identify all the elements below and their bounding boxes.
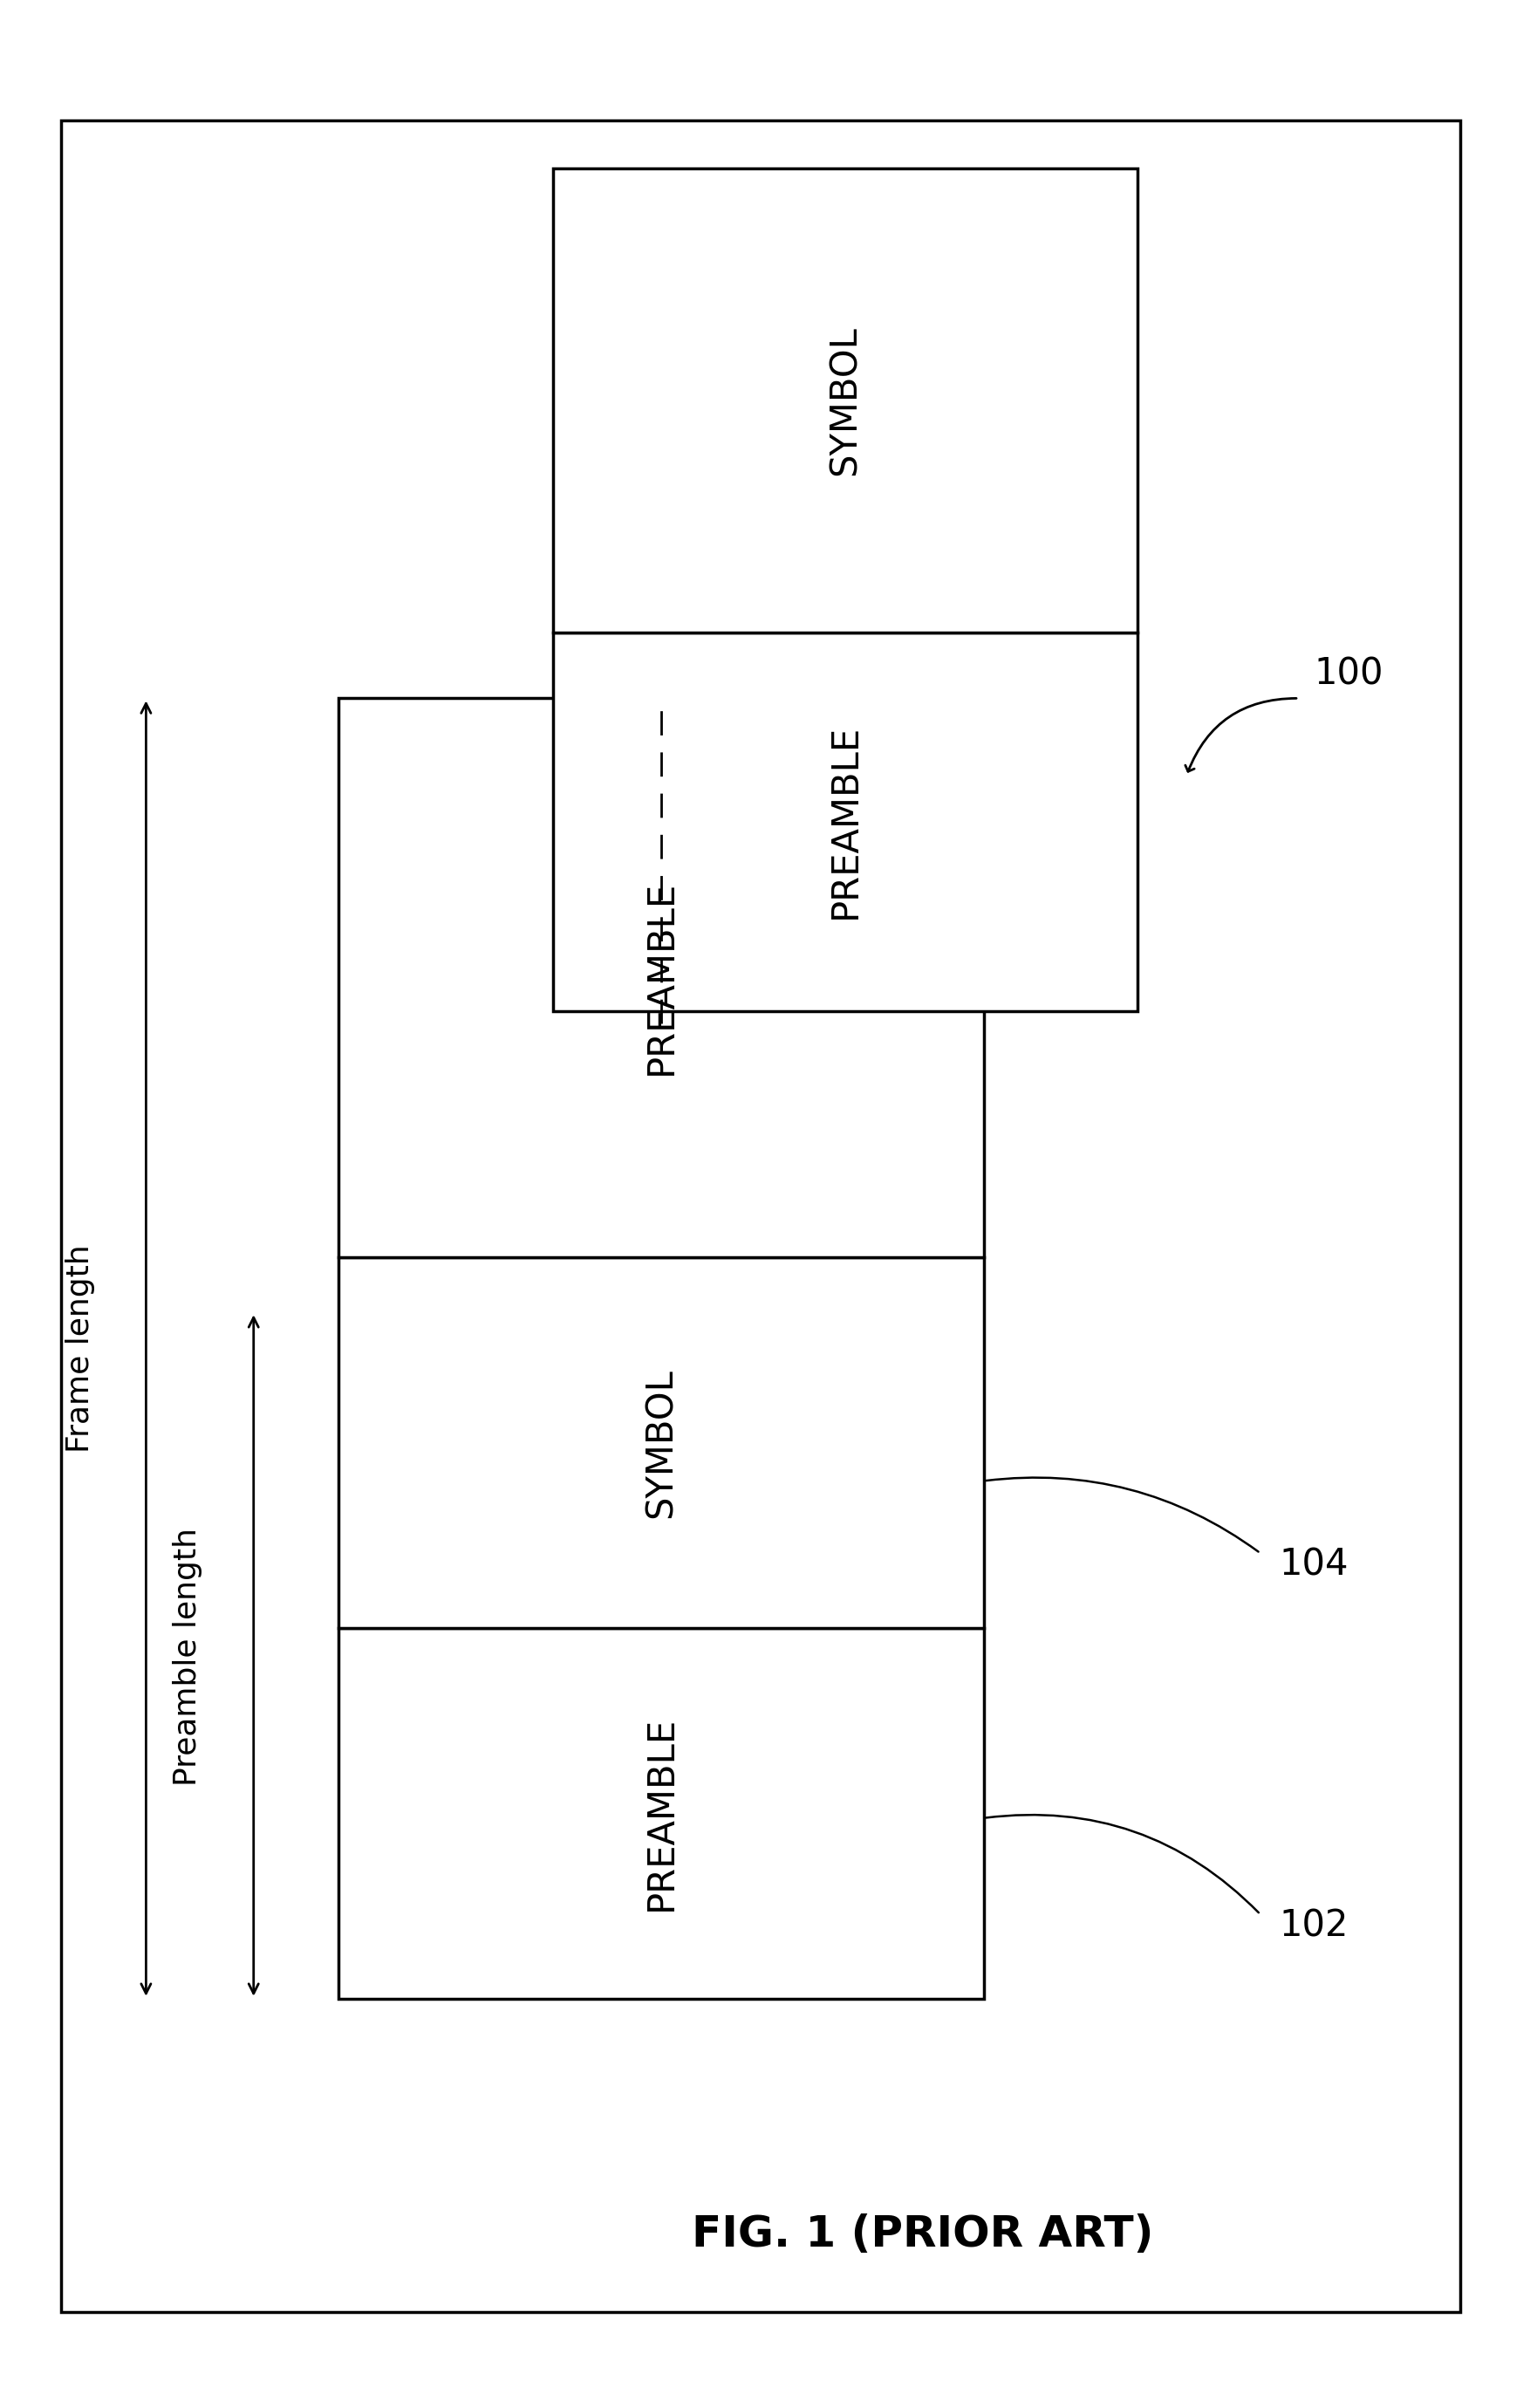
Bar — [553, 631, 1137, 1011]
Bar — [338, 698, 984, 1257]
Text: SYMBOL: SYMBOL — [642, 1368, 679, 1517]
Text: SYMBOL: SYMBOL — [827, 325, 864, 474]
Bar — [553, 169, 1137, 633]
Text: 100: 100 — [1314, 655, 1383, 694]
Text: Frame length: Frame length — [65, 1245, 95, 1452]
Text: FIG. 1 (PRIOR ART): FIG. 1 (PRIOR ART) — [692, 2213, 1153, 2256]
Bar — [338, 1628, 984, 1999]
Text: PREAMBLE: PREAMBLE — [827, 725, 864, 920]
Text: PREAMBLE: PREAMBLE — [642, 881, 679, 1076]
Bar — [338, 1257, 984, 1628]
Text: 104: 104 — [1279, 1546, 1348, 1584]
Text: PREAMBLE: PREAMBLE — [642, 1717, 679, 1910]
Text: 102: 102 — [1279, 1907, 1348, 1946]
Text: Preamble length: Preamble length — [172, 1527, 203, 1787]
